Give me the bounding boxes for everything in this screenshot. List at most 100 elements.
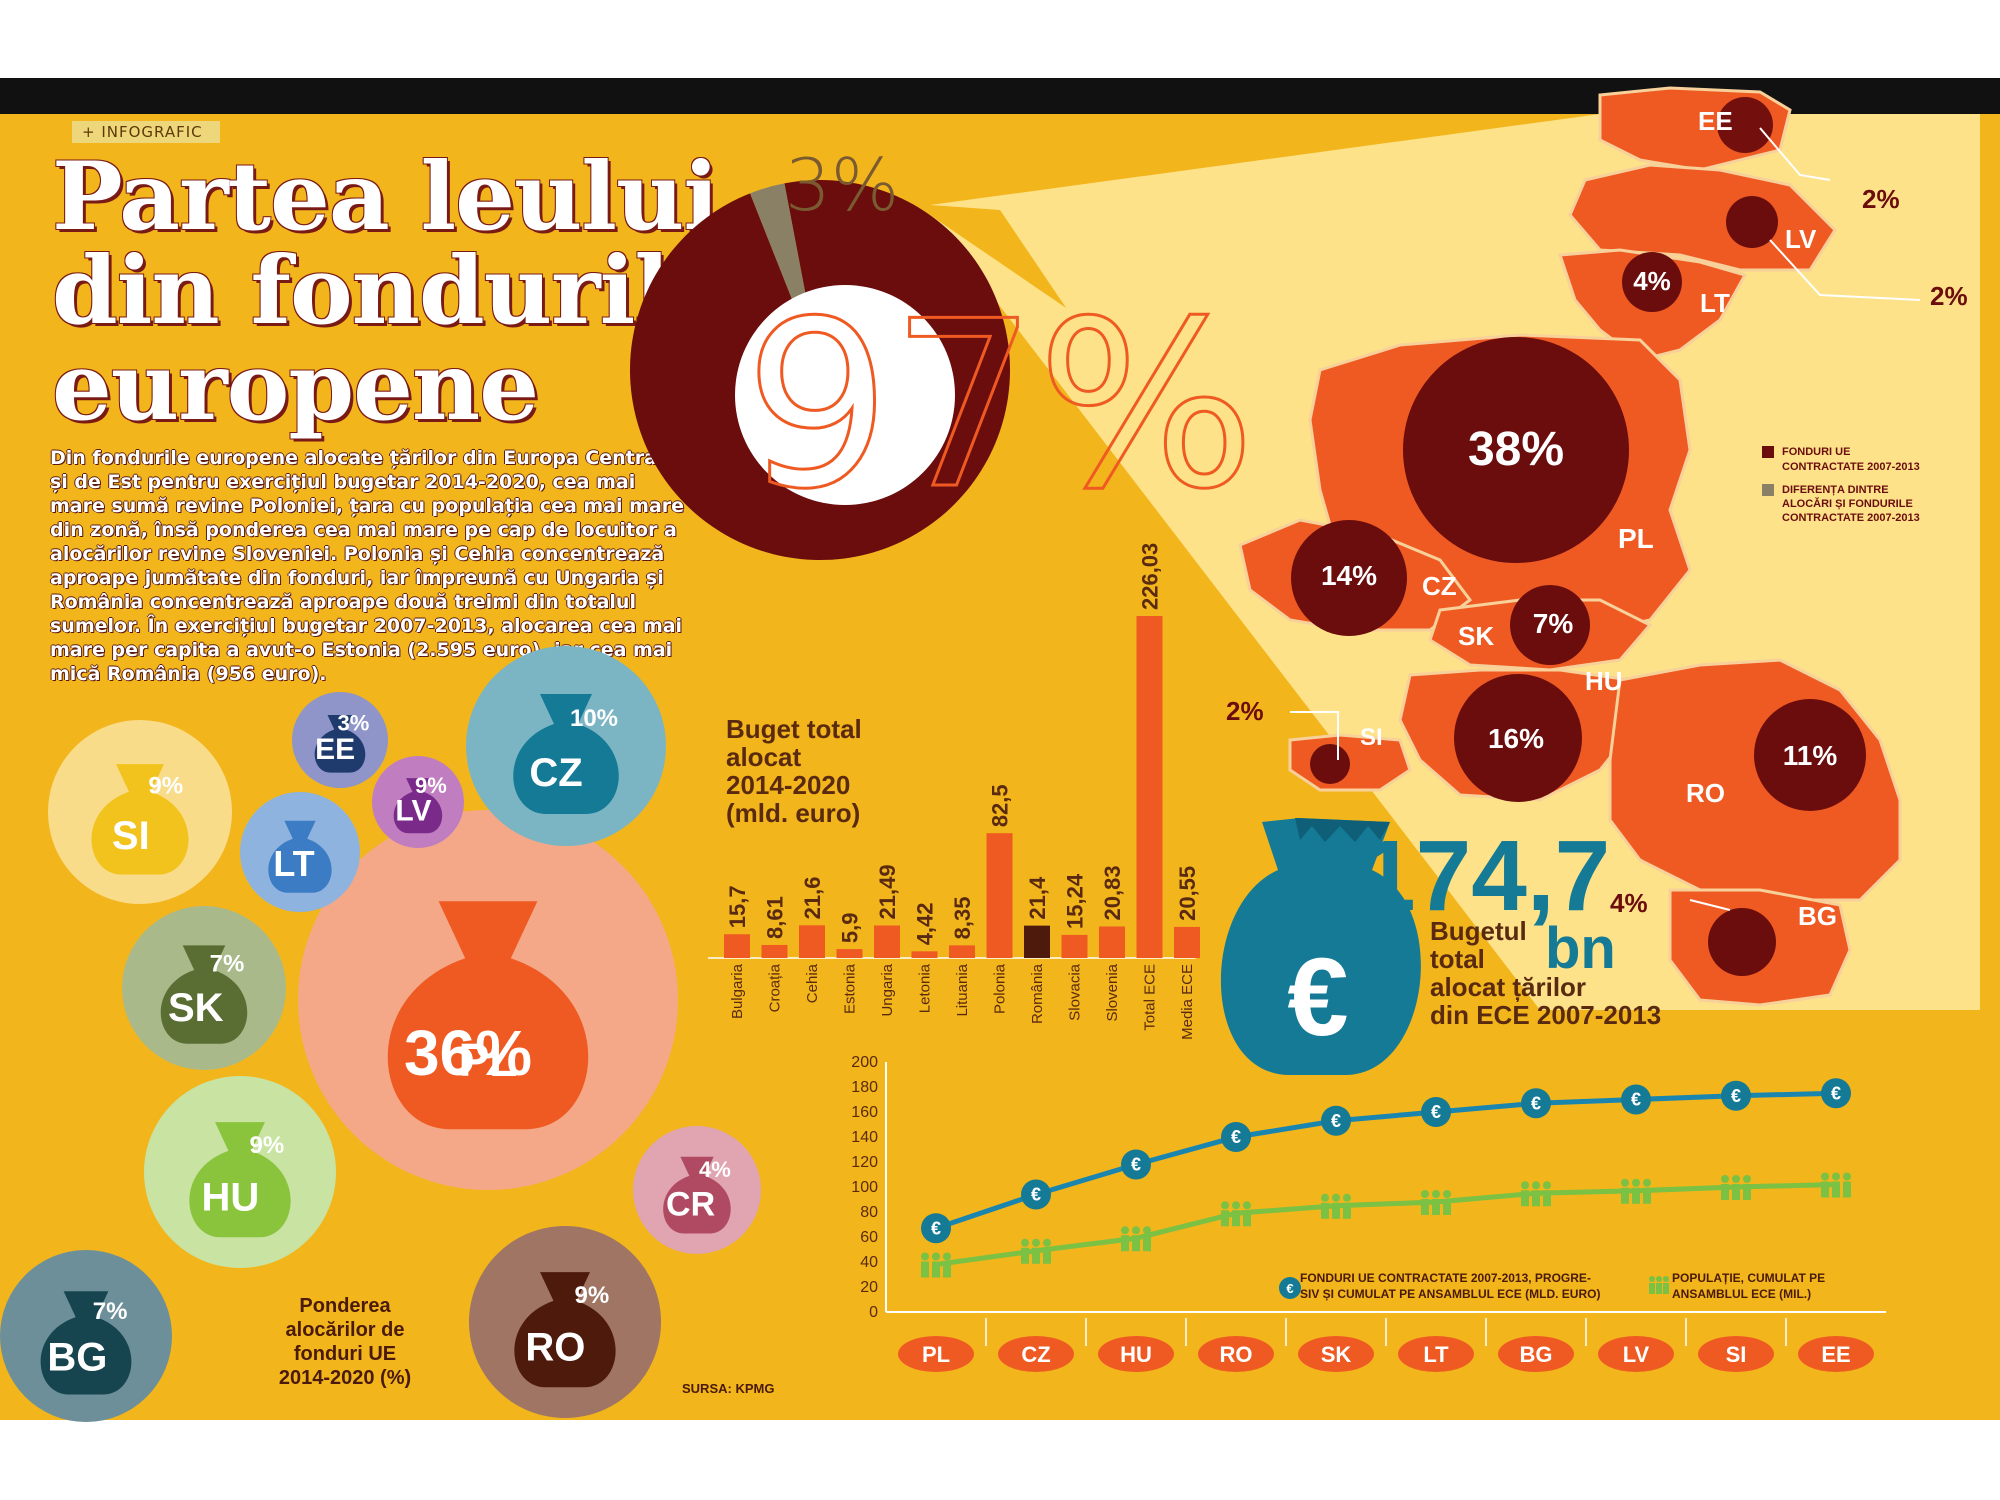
bar-category-10: Slovenia — [1104, 963, 1121, 1021]
line-point-funds-3 — [1221, 1122, 1251, 1152]
line-point-pop-head-2-0 — [1121, 1226, 1129, 1235]
map-circle-ee — [1717, 97, 1773, 153]
line-point-pop-head-3-0 — [1221, 1201, 1229, 1210]
map-callout-bg: 4% — [1610, 888, 1648, 918]
line-point-pop-body-4-1 — [1332, 1202, 1340, 1219]
line-legend-pop-1: POPULAȚIE, CUMULAT PE — [1672, 1271, 1825, 1285]
line-ytick-9: 180 — [851, 1079, 878, 1096]
line-point-pop-body-8-2 — [1743, 1184, 1751, 1200]
total-line-1: Bugetul — [1430, 916, 1527, 946]
map-circle-hu-label: 16% — [1488, 723, 1544, 754]
bar-title-line-1: Buget total — [726, 714, 862, 744]
bubble-title-line-1: Ponderea — [299, 1295, 391, 1317]
line-point-pop-body-4-2 — [1343, 1202, 1351, 1219]
line-country-shape-6 — [1498, 1336, 1574, 1372]
line-point-pop-head-1-0 — [1021, 1238, 1029, 1247]
bubble-title-line-4: 2014-2020 (%) — [279, 1367, 411, 1389]
line-country-shape-3 — [1198, 1336, 1274, 1372]
bubble-bag-si — [91, 764, 189, 875]
infographic-tag: + INFOGRAFIC — [72, 121, 220, 143]
line-point-funds-icon-3: € — [1231, 1127, 1241, 1147]
bar-value-5: 4,42 — [913, 902, 938, 945]
line-point-funds-icon-4: € — [1331, 1111, 1341, 1131]
line-country-shape-5 — [1398, 1336, 1474, 1372]
map-callout-lines — [1290, 127, 1921, 911]
line-point-funds-icon-8: € — [1731, 1086, 1741, 1106]
bubble-bag-bg — [40, 1291, 132, 1395]
line-legend-funds-1: FONDURI UE CONTRACTATE 2007-2013, PROGRE… — [1300, 1271, 1591, 1285]
line-category-6: BG — [1520, 1342, 1553, 1367]
bar-chart: 15,7 Bulgaria 8,61 Croația 21,6 Cehia 5,9 Eston… — [708, 543, 1200, 1040]
line-legend-pop-2: ANSAMBLUL ECE (MIL.) — [1672, 1287, 1811, 1301]
bubble-bag-pl — [387, 901, 589, 1130]
bubble-label-si: 9% — [148, 773, 183, 800]
bubble-code-ee: EE — [315, 733, 355, 766]
bubble-bag-sk — [160, 945, 248, 1044]
line-point-pop-head-1-1 — [1032, 1238, 1040, 1247]
line-ytick-0: 0 — [869, 1304, 878, 1321]
bubble-title-line-2: alocărilor de — [286, 1319, 405, 1341]
line-point-pop-head-5-2 — [1443, 1190, 1451, 1198]
line-point-pop-head-3-1 — [1232, 1201, 1240, 1210]
total-line-3: alocat țărilor — [1430, 972, 1586, 1002]
bar-3 — [836, 949, 863, 958]
line-point-pop-head-2-1 — [1132, 1226, 1140, 1235]
map-circle-lt — [1622, 252, 1682, 312]
line-country-shape-9 — [1798, 1336, 1874, 1372]
total-amount: 174,7 — [1360, 820, 1610, 932]
map-circle-ro — [1754, 699, 1866, 811]
map-labels: EE LV LT 4% 38% PL 14% CZ SK 7% HU 16% S… — [1226, 106, 1968, 931]
line-point-pop-head-0-2 — [943, 1252, 951, 1261]
source-label: SURSA: KPMG — [682, 1381, 774, 1396]
line-chart: 0 20 40 60 80 100 120 140 160 180 200 € € € € € € € € € € PL C… — [851, 1054, 1886, 1372]
line-point-pop-body-9-0 — [1821, 1181, 1829, 1198]
line-point-pop-head-2-2 — [1143, 1226, 1151, 1235]
line-ytick-6: 120 — [851, 1154, 878, 1171]
line-point-pop-head-4-2 — [1343, 1193, 1351, 1202]
line-country-shape-2 — [1098, 1336, 1174, 1372]
line-point-pop-head-9-2 — [1843, 1172, 1851, 1181]
line-point-pop-body-9-2 — [1843, 1181, 1851, 1198]
bubble-label-sk: 7% — [210, 951, 245, 978]
line-point-pop-body-7-1 — [1632, 1187, 1640, 1204]
line-point-funds-1 — [1021, 1179, 1051, 1210]
map-code-si: SI — [1360, 724, 1383, 751]
bubble-code-ro: RO — [525, 1325, 585, 1369]
line-point-pop-body-0-1 — [932, 1261, 940, 1278]
bar-2 — [799, 925, 825, 958]
bar-10 — [1099, 926, 1125, 958]
title-line-1: Partea leului — [52, 142, 719, 252]
line-point-funds-2 — [1121, 1149, 1151, 1180]
line-point-funds-0 — [921, 1213, 951, 1244]
line-legend-funds-icon — [1279, 1277, 1301, 1299]
line-country-shape-0 — [898, 1336, 974, 1372]
line-point-pop-head-7-0 — [1621, 1178, 1629, 1187]
map-callout-ee: 2% — [1862, 184, 1900, 214]
line-ytick-4: 80 — [860, 1204, 878, 1221]
line-point-pop-body-5-0 — [1421, 1199, 1429, 1215]
map-callout-si: 2% — [1226, 696, 1264, 726]
map-circle-sk-label: 7% — [1533, 608, 1574, 639]
line-point-pop-head-1-2 — [1043, 1238, 1051, 1247]
line-category-7: LV — [1623, 1342, 1650, 1367]
bar-value-9: 15,24 — [1063, 873, 1088, 929]
bubble-code-cz: CZ — [529, 751, 582, 795]
line-point-funds-icon-2: € — [1131, 1155, 1141, 1175]
bubble-label-bg: 7% — [93, 1298, 128, 1325]
map-code-bg: BG — [1798, 901, 1837, 931]
bar-category-6: Lituania — [954, 963, 971, 1016]
donut-hole — [735, 285, 955, 505]
bar-value-4: 21,49 — [875, 864, 900, 919]
line-category-9: EE — [1821, 1342, 1850, 1367]
bar-4 — [874, 925, 900, 958]
line-point-funds-8 — [1721, 1080, 1751, 1111]
line-category-8: SI — [1726, 1342, 1747, 1367]
bubble-label-lv: 9% — [415, 773, 447, 798]
legend-label-diff-2: ALOCĂRI ȘI FONDURILE — [1782, 497, 1913, 510]
line-category-5: LT — [1423, 1342, 1449, 1367]
bar-category-2: Cehia — [804, 963, 821, 1003]
line-legend-pop-head-2 — [1663, 1276, 1669, 1282]
line-point-pop-head-8-2 — [1743, 1175, 1751, 1183]
total-line-4: din ECE 2007-2013 — [1430, 1000, 1661, 1030]
bar-category-12: Media ECE — [1179, 964, 1196, 1040]
